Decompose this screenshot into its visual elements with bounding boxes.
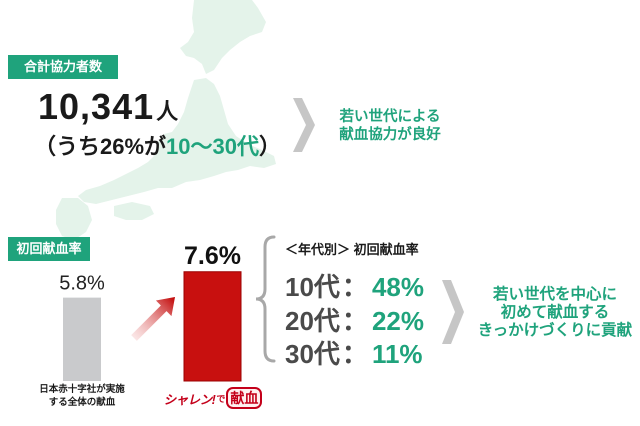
- chevron-shape: [442, 280, 464, 344]
- honshu-shape: [78, 78, 276, 204]
- logo-main-text: シャレン!: [163, 392, 216, 407]
- age-group: 10代: [285, 272, 340, 302]
- age-breakdown-heading: ＜年代別＞ 初回献血率: [285, 242, 419, 257]
- logo-boxed-text: 献血: [226, 387, 263, 409]
- bar-0: [63, 297, 101, 381]
- up-right-arrow-icon: [131, 296, 176, 341]
- total-participants: 10,341人: [38, 86, 178, 128]
- conclusion-line: 若い世代を中心に: [492, 286, 617, 303]
- logo-particle: で: [216, 393, 226, 404]
- hokkaido-shape: [180, 0, 266, 74]
- age-group: 30代: [285, 339, 340, 369]
- total-participants-badge: 合計協力者数: [8, 55, 118, 79]
- age-separator: ：: [341, 272, 368, 302]
- conclusion-line: 若い世代による: [339, 109, 441, 125]
- conclusion-line: 献血協力が良好: [339, 127, 441, 143]
- kyushu-shape: [56, 198, 92, 240]
- age-rate: 48%: [371, 272, 424, 302]
- conclusion-line: きっかけづくりに貢献: [477, 322, 633, 339]
- brace-shape: [255, 235, 276, 363]
- bar-value-label-0: 5.8%: [59, 273, 105, 295]
- age-conclusion: 若い世代を中心に 初めて献血する きっかけづくりに貢献: [470, 286, 640, 340]
- chevron-shape: [293, 98, 315, 152]
- age-separator: ：: [341, 339, 368, 369]
- first-donation-rate-badge: 初回献血率: [8, 237, 90, 261]
- curly-brace-icon: [255, 235, 276, 363]
- total-unit: 人: [156, 99, 179, 124]
- age-rate: 11%: [371, 339, 423, 369]
- shikoku-shape: [114, 202, 154, 220]
- sharen-donation-logo: シャレン! で献血: [160, 385, 266, 411]
- conclusion-line: 初めて献血する: [500, 304, 610, 321]
- bar-value-label-1: 7.6%: [184, 242, 241, 270]
- total-number: 10,341: [38, 86, 155, 127]
- age-share-breakdown: （うち26%が10〜30代）: [34, 132, 281, 162]
- category-label-line: 日本赤十字社が実施: [39, 384, 125, 395]
- chevron-right-icon: [442, 280, 464, 344]
- age-group: 20代: [285, 306, 340, 336]
- breakdown-highlight: 10〜30代: [166, 134, 259, 159]
- breakdown-suffix: ）: [259, 134, 282, 159]
- category-label-red-cross: 日本赤十字社が実施 する全体の献血: [32, 384, 132, 409]
- age-row: 30代： 11%: [285, 337, 423, 371]
- arrow-shape: [131, 296, 176, 341]
- japan-map: [56, 0, 276, 240]
- bar-1: [183, 271, 242, 382]
- summary-conclusion: 若い世代による 献血協力が良好: [334, 108, 446, 144]
- age-row: 10代： 48%: [285, 270, 424, 304]
- chevron-right-icon: [293, 98, 315, 152]
- category-label-line: する全体の献血: [48, 396, 116, 408]
- age-rate: 22%: [371, 306, 424, 336]
- breakdown-prefix: （うち26%が: [34, 134, 167, 159]
- age-separator: ：: [341, 306, 368, 336]
- age-row: 20代： 22%: [285, 304, 424, 338]
- first-donation-rate-bar-chart: 5.8% 7.6%: [59, 242, 242, 382]
